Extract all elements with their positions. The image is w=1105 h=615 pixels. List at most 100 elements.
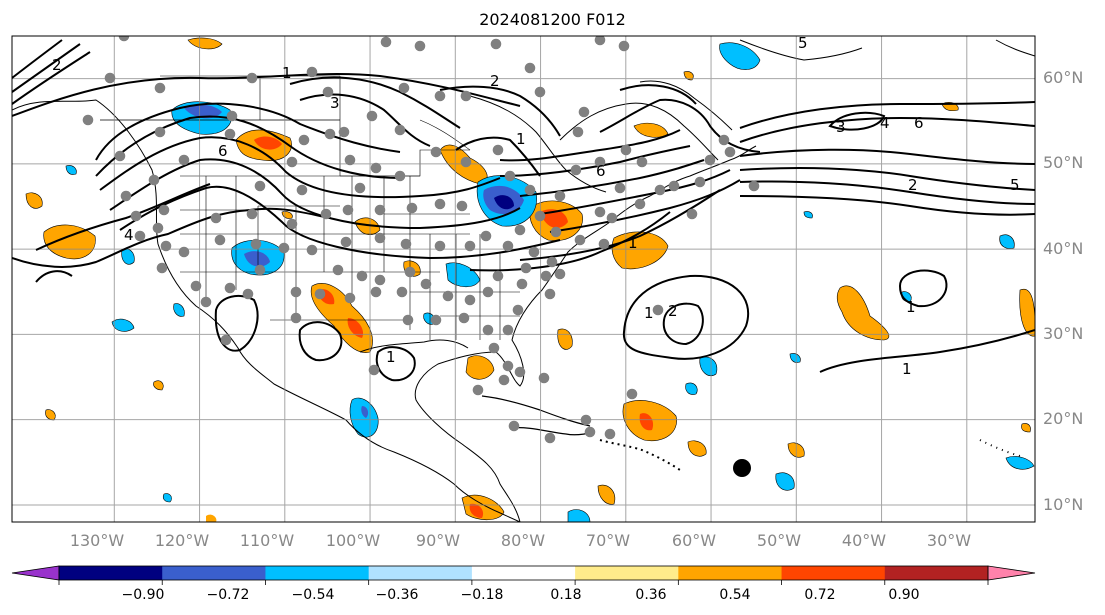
lat-tick-label: 30°N: [1043, 324, 1083, 343]
lon-tick-label: 40°W: [842, 531, 886, 550]
station-marker: [396, 286, 408, 298]
warm-area: [465, 355, 495, 380]
cool-area: [184, 104, 222, 119]
colorbar-segment: [162, 566, 266, 580]
warm-area: [43, 224, 96, 260]
station-marker: [298, 134, 310, 146]
station-marker: [430, 146, 442, 158]
station-marker: [152, 222, 164, 234]
station-marker: [286, 218, 298, 230]
station-marker: [340, 236, 352, 248]
station-marker: [458, 312, 470, 324]
contour-label: 2: [668, 302, 678, 320]
cool-area: [567, 509, 591, 522]
lat-tick-label: 20°N: [1043, 409, 1083, 428]
lon-tick-label: 50°W: [757, 531, 801, 550]
station-marker: [584, 426, 596, 438]
lat-tick-label: 60°N: [1043, 68, 1083, 87]
station-marker: [226, 110, 238, 122]
station-marker: [512, 304, 524, 316]
station-marker: [398, 82, 410, 94]
station-marker: [306, 66, 318, 78]
station-marker: [460, 90, 472, 102]
station-marker: [724, 146, 736, 158]
station-marker: [404, 266, 416, 278]
colorbar-tick-label: −0.72: [207, 587, 250, 603]
colorbar-tick-label: −0.36: [376, 587, 419, 603]
station-marker: [634, 198, 646, 210]
cool-area: [111, 318, 135, 332]
station-marker: [524, 184, 536, 196]
station-marker: [546, 256, 558, 268]
station-marker: [118, 36, 130, 42]
station-marker: [430, 314, 442, 326]
warm-area: [153, 380, 164, 391]
cool-area: [789, 353, 801, 363]
lon-tick-label: 130°W: [70, 531, 125, 550]
station-marker: [400, 238, 412, 250]
station-marker: [368, 364, 380, 376]
station-marker: [718, 134, 730, 146]
station-marker: [250, 238, 262, 250]
station-marker: [570, 164, 582, 176]
cool-area: [685, 382, 698, 395]
lon-tick-label: 110°W: [240, 531, 295, 550]
warm-area: [187, 37, 223, 50]
station-marker: [604, 428, 616, 440]
station-marker: [524, 62, 536, 74]
station-marker: [320, 208, 332, 220]
colorbar-segment: [884, 566, 989, 580]
station-marker: [502, 324, 514, 336]
warm-area: [633, 122, 669, 138]
station-marker: [544, 288, 556, 300]
colorbar-segment: [59, 566, 163, 580]
station-marker: [344, 292, 356, 304]
coastlines: [12, 39, 1035, 522]
station-marker: [594, 36, 606, 46]
station-marker: [370, 162, 382, 174]
colorbar-tick-label: 0.90: [888, 587, 919, 603]
station-marker: [686, 208, 698, 220]
station-marker: [654, 184, 666, 196]
station-marker: [540, 270, 552, 282]
station-marker: [492, 270, 504, 282]
cool-area: [244, 251, 270, 267]
station-marker: [694, 176, 706, 188]
lon-tick-label: 120°W: [155, 531, 210, 550]
contour-label: 5: [1010, 176, 1020, 194]
map-frame: [11, 35, 1036, 523]
lon-tick-label: 90°W: [416, 531, 460, 550]
station-marker: [460, 156, 472, 168]
station-marker: [520, 262, 532, 274]
cool-area: [719, 42, 761, 70]
station-marker: [224, 128, 236, 140]
cool-area: [699, 356, 718, 377]
station-marker: [154, 126, 166, 138]
station-marker: [324, 128, 336, 140]
cool-area: [65, 165, 77, 175]
station-marker: [668, 180, 680, 192]
lat-tick-label: 10°N: [1043, 495, 1083, 514]
station-marker: [636, 156, 648, 168]
contour-label: 6: [914, 114, 924, 132]
station-marker: [148, 174, 160, 186]
station-marker: [82, 114, 94, 126]
colorbar-extend-low: [11, 565, 60, 581]
contour-label: 5: [798, 34, 808, 52]
contour-label: 2: [52, 56, 62, 74]
station-marker: [594, 206, 606, 218]
station-marker: [534, 210, 546, 222]
station-marker: [254, 264, 266, 276]
colorbar-segment: [368, 566, 473, 580]
warm-area: [639, 413, 654, 431]
cool-area: [999, 234, 1015, 249]
station-marker: [394, 170, 406, 182]
station-marker: [594, 156, 606, 168]
station-marker: [578, 106, 590, 118]
station-marker: [130, 210, 142, 222]
station-marker: [606, 212, 618, 224]
lon-tick-label: 80°W: [501, 531, 545, 550]
station-marker: [554, 190, 566, 202]
station-marker: [482, 286, 494, 298]
contour-label: 6: [218, 142, 228, 160]
